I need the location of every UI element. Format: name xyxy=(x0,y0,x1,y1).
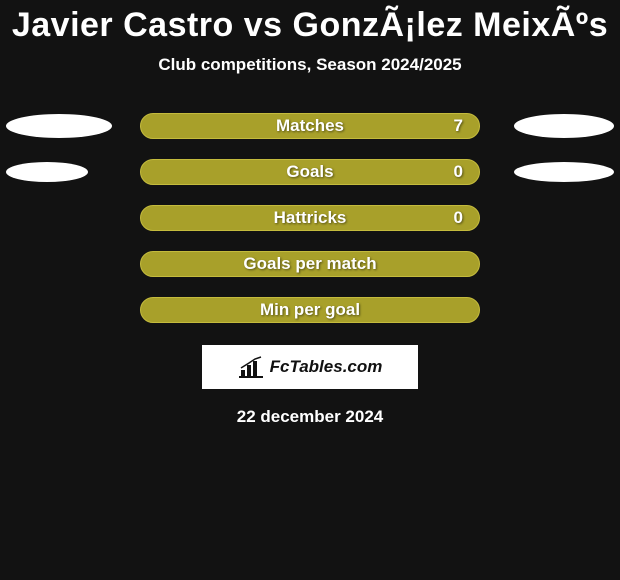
stat-row: Hattricks 0 xyxy=(0,205,620,231)
stat-label: Goals per match xyxy=(243,254,376,274)
stat-value: 7 xyxy=(454,116,463,136)
stat-label: Hattricks xyxy=(274,208,347,228)
source-badge: FcTables.com xyxy=(202,345,418,389)
left-ellipse xyxy=(6,162,88,182)
stat-bar: Goals per match xyxy=(140,251,480,277)
stat-bar: Min per goal xyxy=(140,297,480,323)
stat-label: Goals xyxy=(286,162,333,182)
left-ellipse xyxy=(6,114,112,138)
stat-row: Min per goal xyxy=(0,297,620,323)
stat-rows: Matches 7 Goals 0 Hattricks 0 Goals per match M… xyxy=(0,113,620,323)
right-ellipse xyxy=(514,162,614,182)
stat-label: Matches xyxy=(276,116,344,136)
stat-value: 0 xyxy=(454,162,463,182)
right-ellipse xyxy=(514,114,614,138)
subtitle: Club competitions, Season 2024/2025 xyxy=(0,55,620,75)
badge-text: FcTables.com xyxy=(270,357,383,377)
bar-chart-icon xyxy=(238,356,264,378)
stat-label: Min per goal xyxy=(260,300,360,320)
stat-row: Goals 0 xyxy=(0,159,620,185)
page-title: Javier Castro vs GonzÃ¡lez MeixÃºs xyxy=(0,0,620,45)
stat-value: 0 xyxy=(454,208,463,228)
stat-bar: Goals 0 xyxy=(140,159,480,185)
stat-bar: Hattricks 0 xyxy=(140,205,480,231)
stat-row: Goals per match xyxy=(0,251,620,277)
date-text: 22 december 2024 xyxy=(0,407,620,427)
stat-bar: Matches 7 xyxy=(140,113,480,139)
stat-row: Matches 7 xyxy=(0,113,620,139)
